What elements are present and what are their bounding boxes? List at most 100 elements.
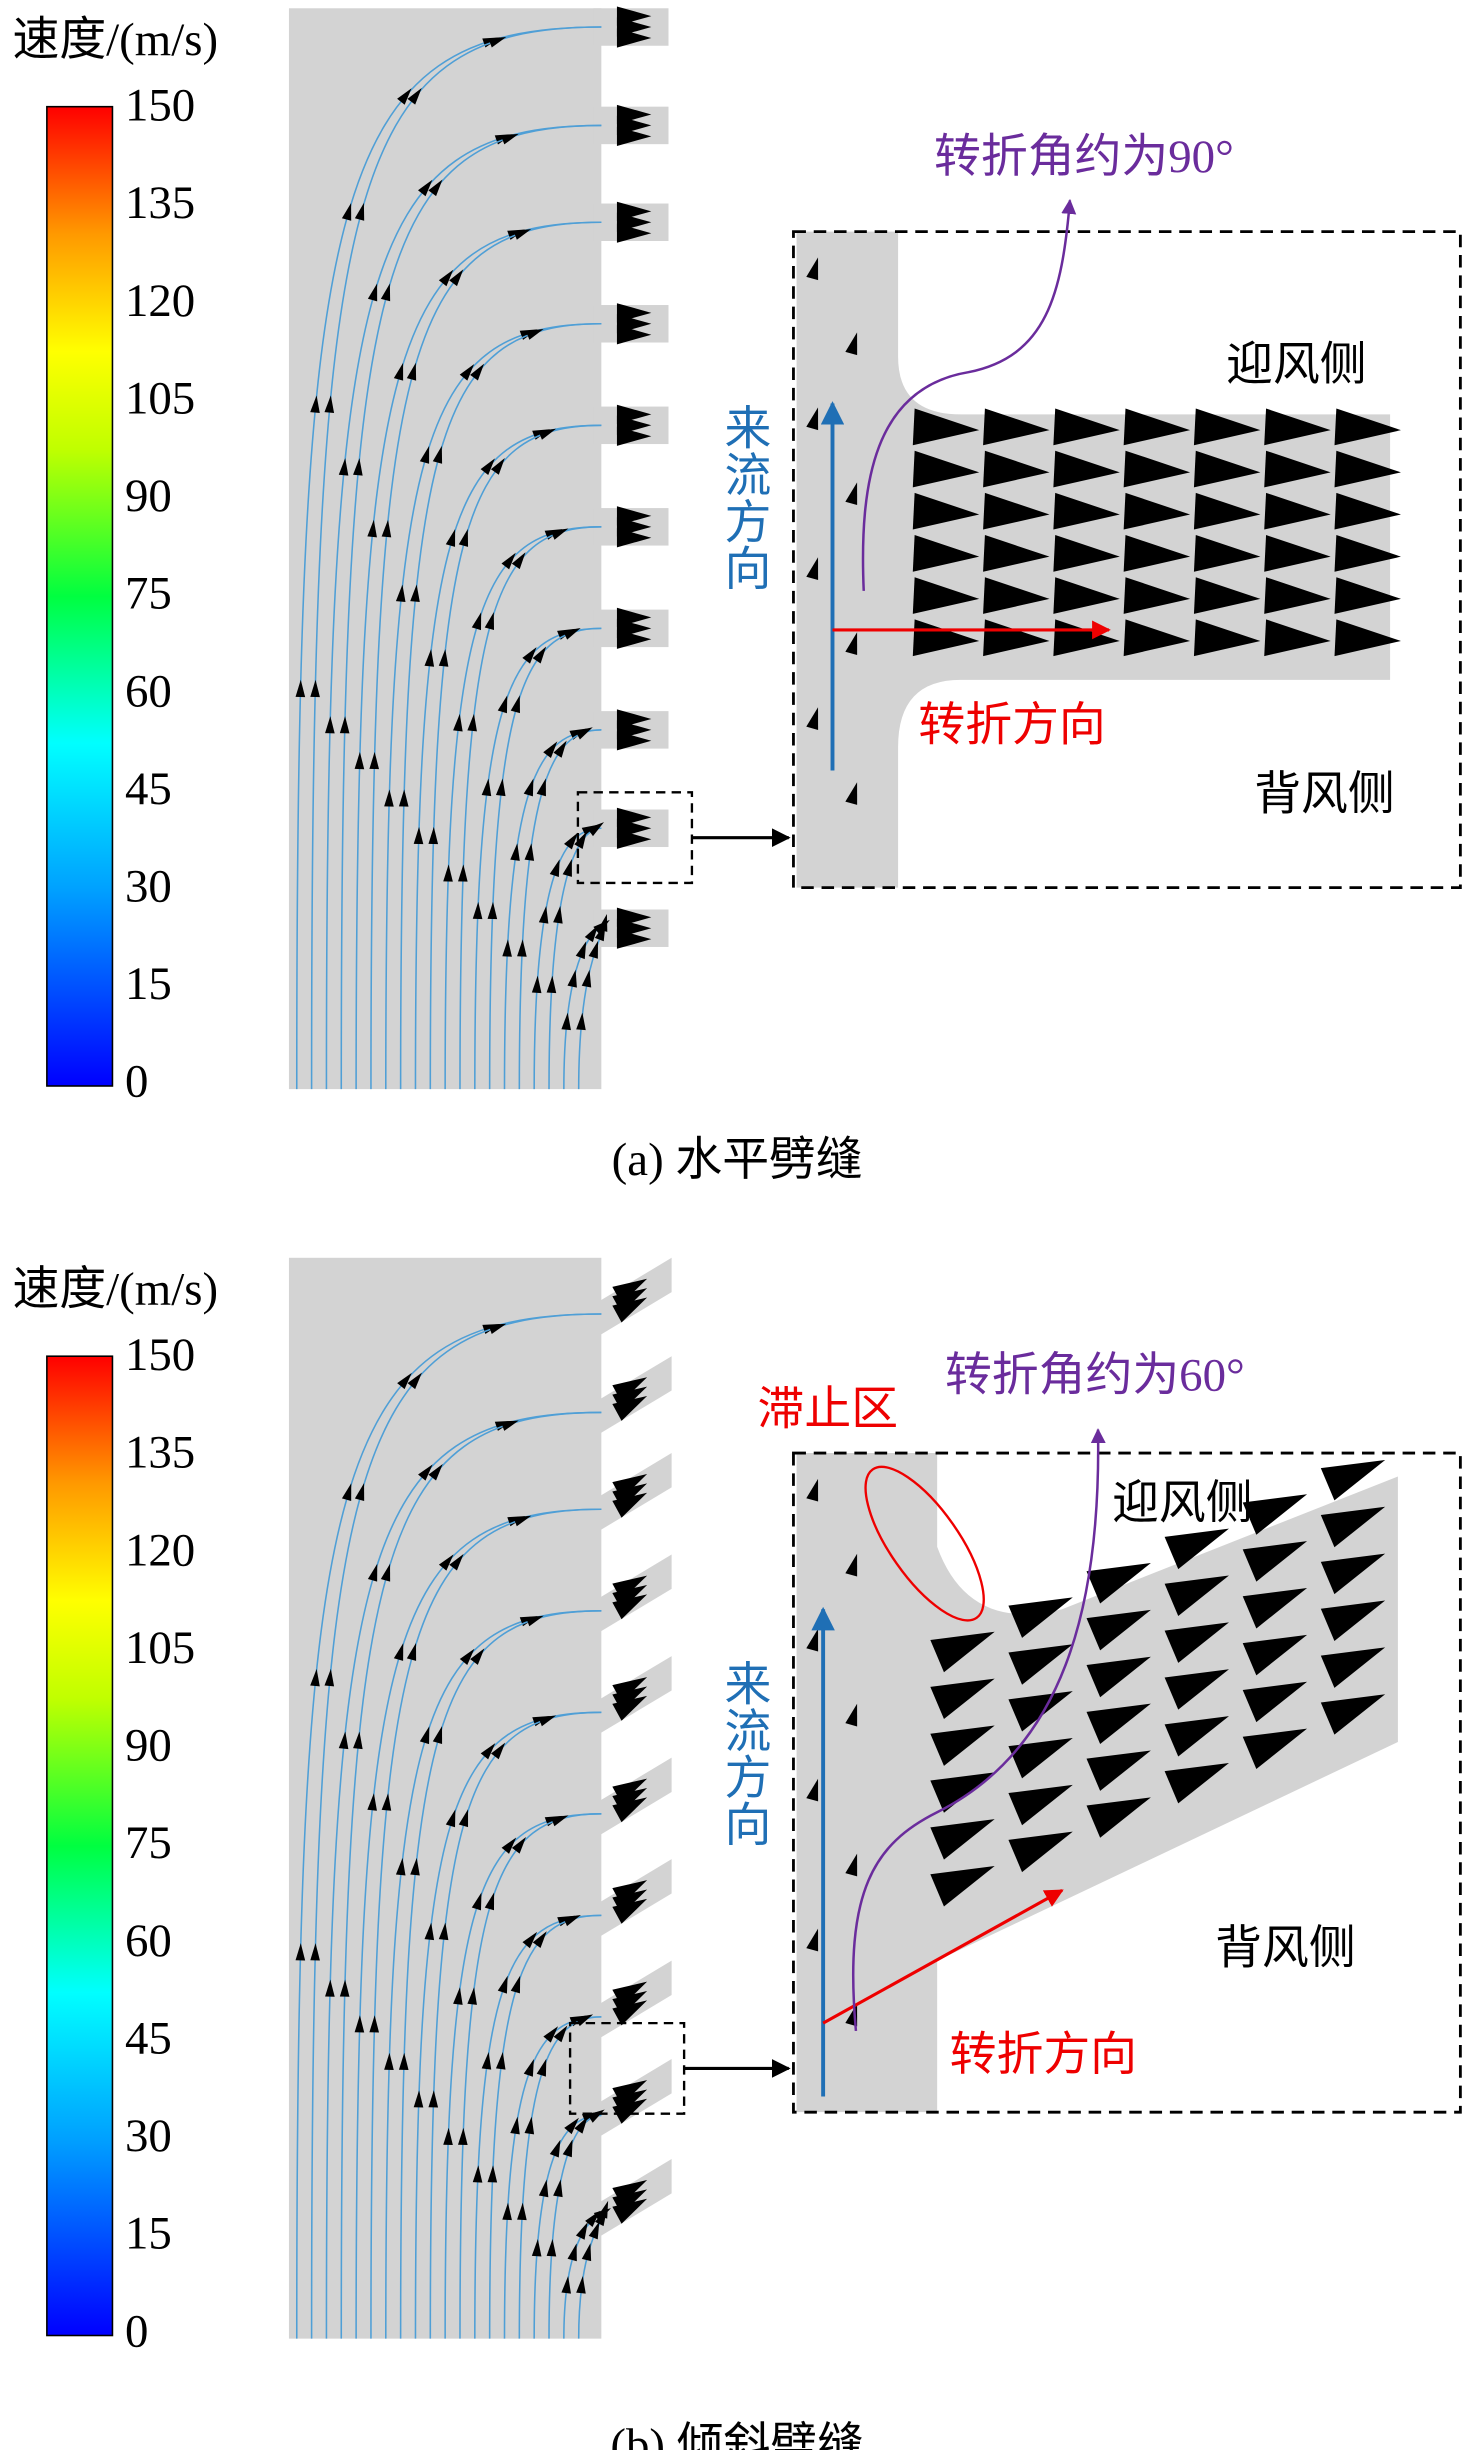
flow-arrow xyxy=(324,395,335,413)
flow-arrow xyxy=(930,1819,995,1860)
flow-arrow xyxy=(393,1643,404,1661)
flow-arrow xyxy=(576,2275,586,2294)
streamline-trace xyxy=(852,1428,1106,2032)
flow-arrow xyxy=(563,1914,581,1927)
colorbar-tick-label: 135 xyxy=(125,1427,195,1479)
stagnation-zone xyxy=(864,1465,985,1622)
flow-arrow xyxy=(546,2239,557,2257)
flow-arrow xyxy=(384,789,394,807)
flow-arrow xyxy=(495,778,506,797)
flow-arrow xyxy=(419,445,430,464)
flow-arrow xyxy=(1264,492,1331,530)
flow-arrow xyxy=(481,778,492,797)
flow-arrow xyxy=(488,1323,507,1334)
flow-arrow xyxy=(845,482,858,506)
flow-arrow xyxy=(339,1979,350,1997)
flow-arrow xyxy=(513,1515,532,1527)
flow-arrow xyxy=(511,552,526,570)
flow-arrow xyxy=(428,1464,443,1481)
flow-arrow xyxy=(341,1483,352,1502)
flow-arrow xyxy=(616,829,652,849)
flow-arrow xyxy=(538,2179,549,2198)
flow-arrow xyxy=(369,2015,379,2033)
flow-arrow xyxy=(353,1731,363,1750)
flow-arrow xyxy=(453,713,463,732)
flow-arrow xyxy=(367,283,378,302)
flow-arrow xyxy=(354,751,365,770)
colorbar-tick-label: 15 xyxy=(125,958,172,1010)
flow-arrow xyxy=(310,395,320,413)
flow-arrow xyxy=(575,727,593,740)
zoom-marker xyxy=(568,2021,686,2115)
domain xyxy=(288,1257,602,2339)
flow-arrow xyxy=(525,328,544,340)
flow-arrow xyxy=(1242,1728,1308,1770)
panel-b: 速度/(m/s)1501351201059075604530150转折角约为60… xyxy=(12,1257,1462,2450)
flow-arrow xyxy=(616,629,652,649)
flow-arrow xyxy=(1193,408,1261,446)
streamlines xyxy=(295,26,610,1090)
colorbar-tick-label: 90 xyxy=(125,1720,172,1772)
flow-arrow xyxy=(417,179,433,197)
colorbar-tick-label: 90 xyxy=(125,470,172,522)
flow-arrow xyxy=(502,939,512,957)
flow-arrow xyxy=(1008,1784,1073,1826)
flow-arrow xyxy=(543,741,558,759)
flow-arrow xyxy=(445,1809,456,1828)
flow-arrow xyxy=(1193,577,1261,614)
flow-arrow xyxy=(806,707,819,730)
flow-arrow xyxy=(1164,1575,1229,1616)
flow-arrow xyxy=(549,2139,561,2158)
flow-arrow xyxy=(501,1837,517,1854)
flow-arrow xyxy=(1164,1622,1229,1663)
flow-arrow xyxy=(616,929,652,949)
flow-arrow xyxy=(598,2200,609,2219)
colorbar-tick-label: 150 xyxy=(125,1329,195,1381)
flow-arrow xyxy=(806,1628,819,1652)
flow-arrow xyxy=(1053,450,1120,488)
flow-arrow xyxy=(497,1975,508,1994)
flow-arrow xyxy=(1008,1644,1073,1685)
flow-arrow xyxy=(1164,1669,1229,1710)
flow-arrow xyxy=(398,2052,409,2071)
flow-arrow xyxy=(523,778,534,797)
flow-arrow xyxy=(424,1922,435,1941)
flow-arrow xyxy=(588,2221,600,2240)
flow-arrow xyxy=(1053,577,1120,614)
stagnation-label: 滞止区 xyxy=(758,1384,899,1436)
flow-arrow xyxy=(531,975,542,994)
flow-arrow xyxy=(398,789,409,807)
flow-arrow xyxy=(1008,1597,1073,1638)
flow-arrow xyxy=(616,126,652,146)
flow-arrow xyxy=(419,1726,430,1745)
flow-arrow xyxy=(467,713,477,732)
flow-arrow xyxy=(438,1554,454,1571)
flow-arrow xyxy=(983,408,1050,446)
flow-arrow xyxy=(564,832,578,850)
flow-arrow xyxy=(616,223,652,243)
flow-arrow xyxy=(443,864,453,882)
flow-arrow xyxy=(553,2179,563,2198)
colorbar xyxy=(46,1355,114,2337)
flow-arrow xyxy=(432,445,443,464)
flow-arrow xyxy=(310,679,320,698)
flow-arrow xyxy=(912,492,980,530)
flow-arrow xyxy=(500,1420,519,1431)
flow-arrow xyxy=(393,362,404,381)
flow-arrow xyxy=(1242,1634,1308,1676)
flow-arrow xyxy=(1320,1459,1386,1501)
flow-arrow xyxy=(1123,408,1191,446)
windward-label: 迎风侧 xyxy=(1226,339,1367,391)
flow-arrow xyxy=(983,577,1050,614)
colorbar-tick-label: 60 xyxy=(125,1915,172,1967)
flow-arrow xyxy=(612,1981,648,2007)
flow-arrow xyxy=(432,1726,443,1744)
flow-arrow xyxy=(1320,1600,1386,1641)
flow-arrow xyxy=(1334,450,1401,488)
flow-arrow xyxy=(367,1563,378,1582)
flow-arrow xyxy=(574,831,587,849)
flow-arrow xyxy=(488,37,507,48)
flow-arrow xyxy=(543,2026,559,2043)
flow-arrow xyxy=(510,2116,520,2135)
flow-arrow xyxy=(845,1703,858,1727)
